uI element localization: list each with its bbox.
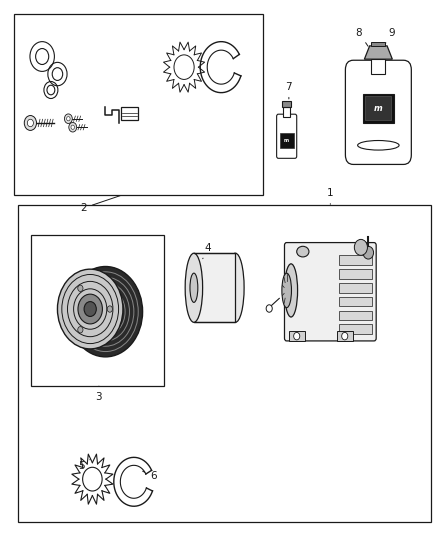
Text: 1: 1 (327, 188, 334, 204)
Text: 7: 7 (286, 82, 292, 99)
Circle shape (78, 327, 83, 333)
Text: 5: 5 (78, 459, 90, 471)
Bar (194, 253, 235, 322)
Circle shape (293, 333, 300, 340)
Bar (365, 96, 392, 120)
Bar (371, 59, 385, 74)
Text: 2: 2 (80, 196, 120, 213)
Bar (283, 107, 290, 117)
Text: 3: 3 (95, 386, 102, 402)
Ellipse shape (285, 264, 297, 317)
Circle shape (24, 116, 36, 131)
Bar (121, 107, 138, 120)
Bar (280, 133, 293, 148)
Bar (339, 269, 372, 279)
Text: m: m (284, 138, 289, 143)
Circle shape (64, 114, 72, 124)
FancyBboxPatch shape (346, 60, 411, 165)
Bar (339, 297, 372, 306)
Bar (363, 94, 394, 123)
Circle shape (107, 306, 113, 312)
Bar (289, 332, 304, 341)
Circle shape (92, 296, 119, 328)
Polygon shape (364, 46, 392, 59)
Circle shape (71, 125, 74, 130)
Ellipse shape (226, 253, 244, 322)
Bar (31, 235, 164, 386)
Circle shape (47, 85, 55, 95)
Text: 9: 9 (384, 28, 395, 46)
Bar (339, 255, 372, 265)
Circle shape (57, 269, 123, 349)
Ellipse shape (297, 246, 309, 257)
Circle shape (342, 333, 348, 340)
Circle shape (266, 305, 272, 312)
Circle shape (84, 302, 96, 317)
Bar (371, 42, 385, 46)
Bar (339, 325, 372, 334)
Ellipse shape (282, 273, 291, 308)
Circle shape (363, 246, 374, 259)
Circle shape (67, 117, 70, 121)
Circle shape (35, 49, 49, 64)
Text: 8: 8 (355, 28, 368, 46)
Circle shape (78, 294, 102, 324)
Bar (337, 332, 353, 341)
Text: m: m (374, 103, 383, 112)
Circle shape (52, 68, 63, 80)
Circle shape (27, 119, 33, 127)
Circle shape (78, 285, 83, 292)
FancyBboxPatch shape (285, 243, 376, 341)
Ellipse shape (190, 273, 198, 302)
Circle shape (68, 266, 143, 357)
Circle shape (69, 123, 77, 132)
Text: 6: 6 (143, 471, 157, 481)
Bar (339, 311, 372, 320)
Bar (339, 283, 372, 293)
Text: 4: 4 (203, 243, 212, 259)
Bar (14, 14, 263, 195)
Ellipse shape (185, 253, 203, 322)
FancyBboxPatch shape (277, 114, 297, 158)
Bar (18, 205, 431, 522)
Bar (282, 101, 291, 107)
Circle shape (354, 239, 367, 255)
